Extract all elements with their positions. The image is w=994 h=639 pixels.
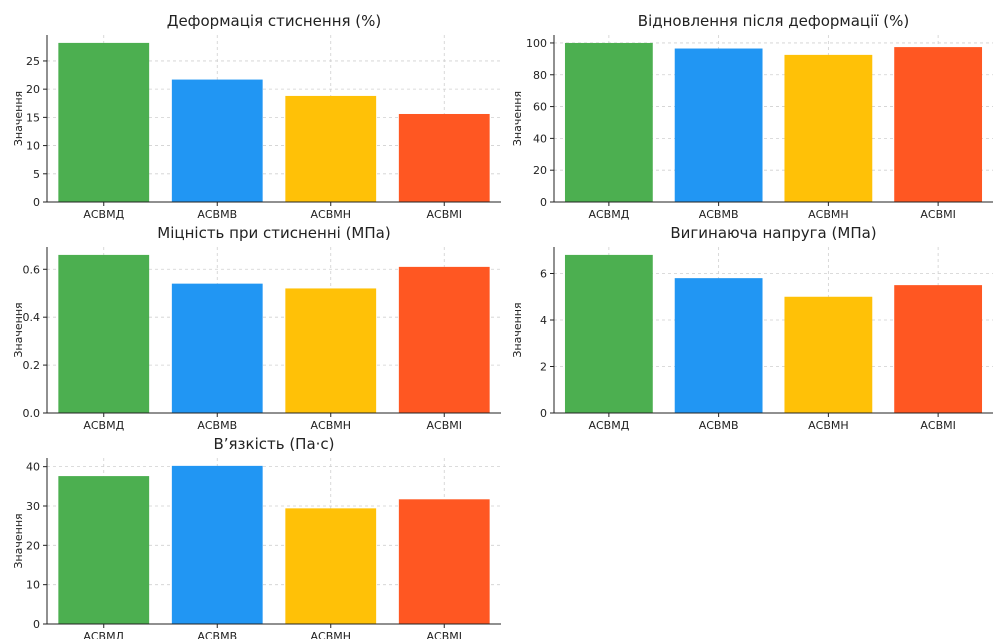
y-tick-label: 6 bbox=[540, 268, 547, 281]
bar-4 bbox=[399, 114, 490, 202]
y-tick-label: 30 bbox=[26, 500, 40, 513]
bar-3 bbox=[285, 96, 376, 202]
bar-2 bbox=[172, 466, 263, 624]
y-axis-label: Значення bbox=[12, 513, 25, 568]
bar-2 bbox=[172, 80, 263, 202]
x-tick-label: АСВМІ bbox=[427, 419, 463, 432]
bar-3 bbox=[784, 55, 872, 202]
y-tick-label: 0.2 bbox=[23, 359, 41, 372]
bar-3 bbox=[784, 297, 872, 413]
y-axis-label: Значення bbox=[511, 91, 524, 146]
y-axis-label: Значення bbox=[12, 302, 25, 357]
y-tick-label: 40 bbox=[26, 461, 40, 474]
x-tick-label: АСВМВ bbox=[197, 208, 237, 221]
y-tick-label: 10 bbox=[26, 579, 40, 592]
chart-title: Вигинаюча напруга (МПа) bbox=[670, 224, 876, 242]
bar-4 bbox=[894, 285, 982, 413]
y-tick-label: 0.6 bbox=[23, 263, 41, 276]
bar-3 bbox=[285, 288, 376, 413]
bar-1 bbox=[58, 476, 149, 624]
chart-panel-5: 0 10 20 30 40 АСВМД АСВМВ АСВМН АСВМІ В’язкість (… bbox=[12, 435, 501, 639]
chart-title: Міцність при стисненні (МПа) bbox=[157, 224, 390, 242]
y-tick-label: 10 bbox=[26, 140, 40, 153]
bar-4 bbox=[399, 267, 490, 413]
bar-2 bbox=[675, 49, 763, 202]
bar-1 bbox=[58, 255, 149, 413]
y-tick-label: 0 bbox=[540, 407, 547, 420]
chart-title: В’язкість (Па·с) bbox=[213, 435, 334, 453]
chart-title: Відновлення після деформації (%) bbox=[638, 12, 909, 30]
x-tick-label: АСВМІ bbox=[427, 630, 463, 639]
chart-panel-4: 0 2 4 6 АСВМД АСВМВ АСВМН АСВМІ Вигинаюча напруг… bbox=[511, 224, 993, 432]
x-tick-label: АСВМВ bbox=[699, 208, 739, 221]
chart-panel-1: 0 5 10 15 20 25 АСВМД АСВМВ АСВМН АСВМІ Деформація… bbox=[12, 12, 501, 221]
x-tick-label: АСВМН bbox=[808, 208, 849, 221]
y-tick-label: 0.0 bbox=[23, 407, 41, 420]
bar-4 bbox=[894, 47, 982, 202]
bar-4 bbox=[399, 499, 490, 624]
chart-title: Деформація стиснення (%) bbox=[167, 12, 382, 30]
x-tick-label: АСВМД bbox=[588, 208, 629, 221]
bar-3 bbox=[285, 508, 376, 624]
chart-panel-3: 0.0 0.2 0.4 0.6 АСВМД АСВМВ АСВМН АСВМІ Міцність… bbox=[12, 224, 501, 432]
x-tick-label: АСВМН bbox=[310, 419, 351, 432]
x-tick-label: АСВМІ bbox=[920, 419, 956, 432]
y-tick-label: 2 bbox=[540, 361, 547, 374]
bar-2 bbox=[675, 278, 763, 413]
y-tick-label: 20 bbox=[26, 83, 40, 96]
y-tick-label: 20 bbox=[26, 539, 40, 552]
x-tick-label: АСВМІ bbox=[920, 208, 956, 221]
x-tick-label: АСВМВ bbox=[197, 630, 237, 639]
y-tick-label: 20 bbox=[533, 164, 547, 177]
y-tick-label: 5 bbox=[33, 168, 40, 181]
bar-1 bbox=[565, 43, 653, 202]
y-tick-label: 25 bbox=[26, 55, 40, 68]
y-tick-label: 60 bbox=[533, 101, 547, 114]
bar-1 bbox=[565, 255, 653, 413]
y-tick-label: 100 bbox=[526, 37, 547, 50]
y-tick-label: 4 bbox=[540, 314, 547, 327]
y-tick-label: 40 bbox=[533, 132, 547, 145]
x-tick-label: АСВМН bbox=[808, 419, 849, 432]
x-tick-label: АСВМД bbox=[83, 419, 124, 432]
x-tick-label: АСВМН bbox=[310, 630, 351, 639]
y-axis-label: Значення bbox=[511, 302, 524, 357]
x-tick-label: АСВМД bbox=[83, 630, 124, 639]
chart-panel-2: 0 20 40 60 80 100 АСВМД АСВМВ АСВМН АСВМІ Відновле… bbox=[511, 12, 993, 221]
y-tick-label: 15 bbox=[26, 111, 40, 124]
x-tick-label: АСВМВ bbox=[197, 419, 237, 432]
x-tick-label: АСВМІ bbox=[427, 208, 463, 221]
x-tick-label: АСВМД bbox=[83, 208, 124, 221]
bar-1 bbox=[58, 43, 149, 202]
y-tick-label: 0 bbox=[33, 618, 40, 631]
bar-2 bbox=[172, 284, 263, 413]
y-tick-label: 0.4 bbox=[23, 311, 41, 324]
x-tick-label: АСВМН bbox=[310, 208, 351, 221]
y-tick-label: 80 bbox=[533, 69, 547, 82]
y-axis-label: Значення bbox=[12, 91, 25, 146]
x-tick-label: АСВМВ bbox=[699, 419, 739, 432]
x-tick-label: АСВМД bbox=[588, 419, 629, 432]
y-tick-label: 0 bbox=[33, 196, 40, 209]
y-tick-label: 0 bbox=[540, 196, 547, 209]
